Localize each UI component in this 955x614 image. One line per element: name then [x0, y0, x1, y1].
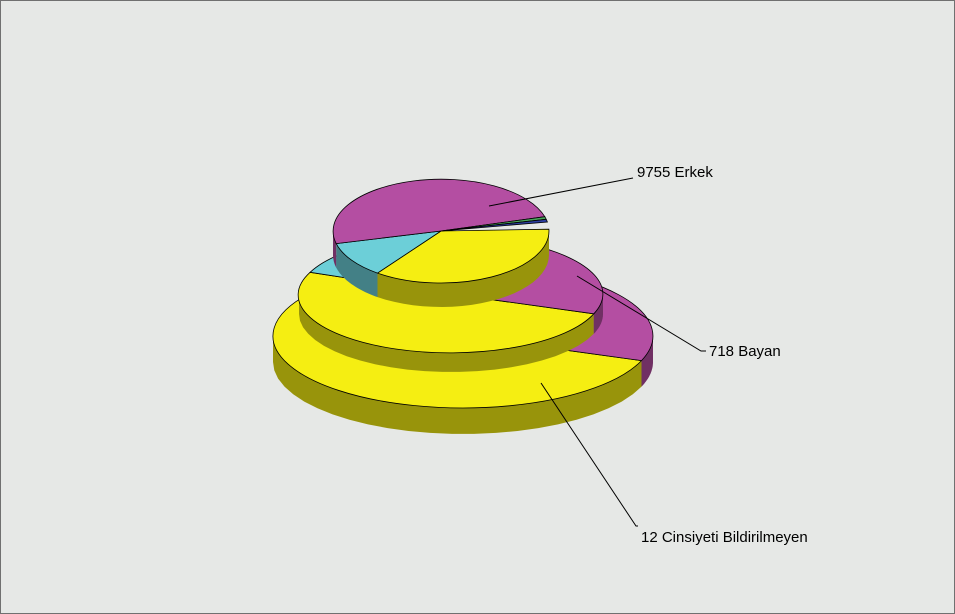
tier-3-slice-erkek [376, 228, 550, 284]
leader-line-bayan [576, 275, 706, 352]
chart-labels: 9755 Erkek 718 Bayan 12 Cinsiyeti Bildir… [488, 164, 808, 546]
tier-3-slice-small-b [440, 218, 548, 232]
tier-2-side-cinsiyeti-bildirilmeyen [593, 294, 603, 334]
data-label-cinsiyeti-bildirilmeyen: 12 Cinsiyeti Bildirilmeyen [641, 529, 808, 546]
tier-3-slice-cinsiyeti-bildirilmeyen [332, 178, 546, 245]
chart-marks [272, 178, 654, 434]
tier-1-side-erkek [273, 336, 642, 434]
pie-tier-3 [332, 178, 550, 307]
leader-line-cinsiyeti-bildirilmeyen [540, 382, 638, 527]
tier-3-slice-bayan [335, 230, 442, 274]
leader-line-erkek [488, 177, 634, 207]
tier-2-side-erkek [299, 294, 594, 372]
data-label-erkek: 9755 Erkek [637, 164, 713, 181]
data-label-bayan: 718 Bayan [709, 343, 781, 360]
tier-3-side-erkek [377, 231, 549, 307]
tier-3-side-cinsiyeti-bildirilmeyen [333, 231, 337, 268]
tier-3-side-bayan [336, 243, 378, 298]
